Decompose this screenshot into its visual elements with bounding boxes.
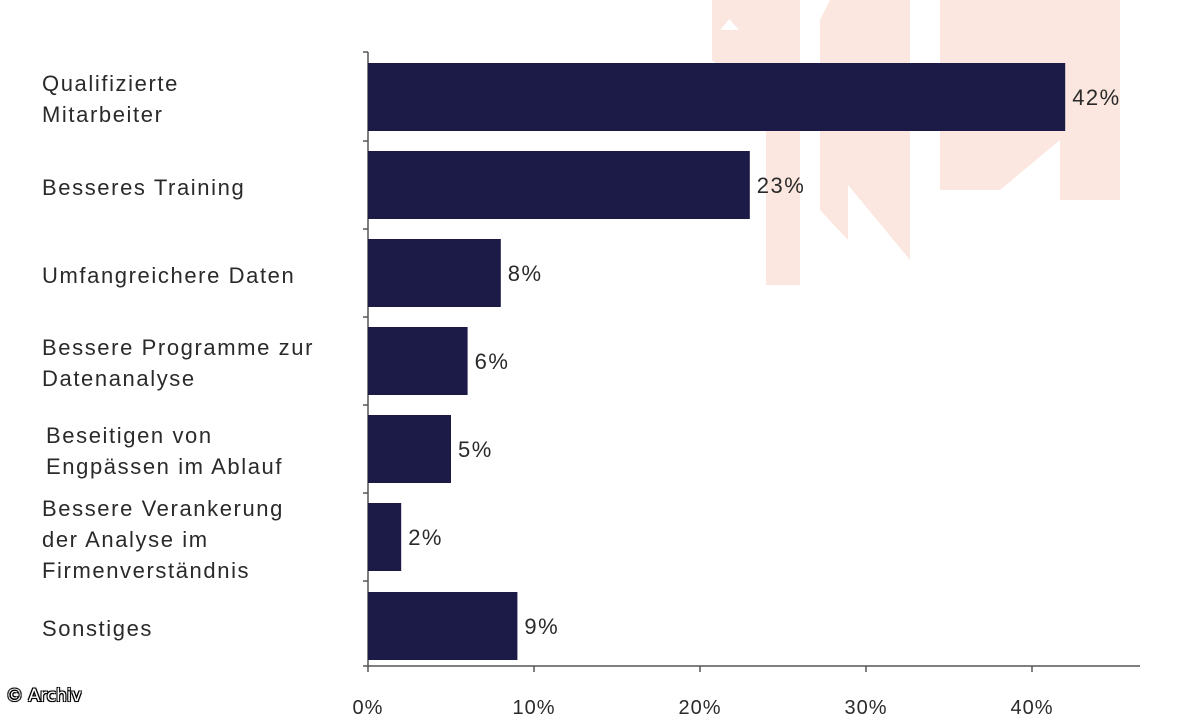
category-label: Besseres Training	[42, 174, 246, 200]
bar	[368, 415, 451, 483]
x-tick-label: 0%	[353, 697, 384, 719]
bar	[368, 63, 1066, 131]
x-tick-label: 10%	[512, 697, 555, 719]
copyright-notice: © Archiv	[6, 686, 82, 706]
category-label: Beseitigen von Engpässen im Ablauf	[46, 423, 284, 479]
bar	[368, 592, 518, 660]
bar	[368, 239, 501, 307]
bar	[368, 503, 402, 571]
data-label: 23%	[757, 173, 806, 198]
category-label: Qualifizierte Mitarbeiter	[42, 71, 179, 127]
data-label: 42%	[1072, 85, 1121, 110]
category-label: Sonstiges	[42, 615, 154, 641]
data-label: 9%	[524, 614, 559, 639]
data-label: 6%	[475, 349, 510, 374]
x-tick-label: 30%	[844, 697, 887, 719]
bar	[368, 327, 468, 395]
data-label: 8%	[508, 261, 543, 286]
data-label: 5%	[458, 437, 493, 462]
x-tick-label: 40%	[1010, 697, 1053, 719]
category-label: Bessere Verankerung der Analyse im Firme…	[42, 495, 284, 583]
data-label: 2%	[408, 525, 443, 550]
category-label: Bessere Programme zur Datenanalyse	[42, 335, 315, 391]
x-tick-label: 20%	[678, 697, 721, 719]
category-label: Umfangreichere Daten	[42, 262, 296, 288]
bar	[368, 151, 750, 219]
